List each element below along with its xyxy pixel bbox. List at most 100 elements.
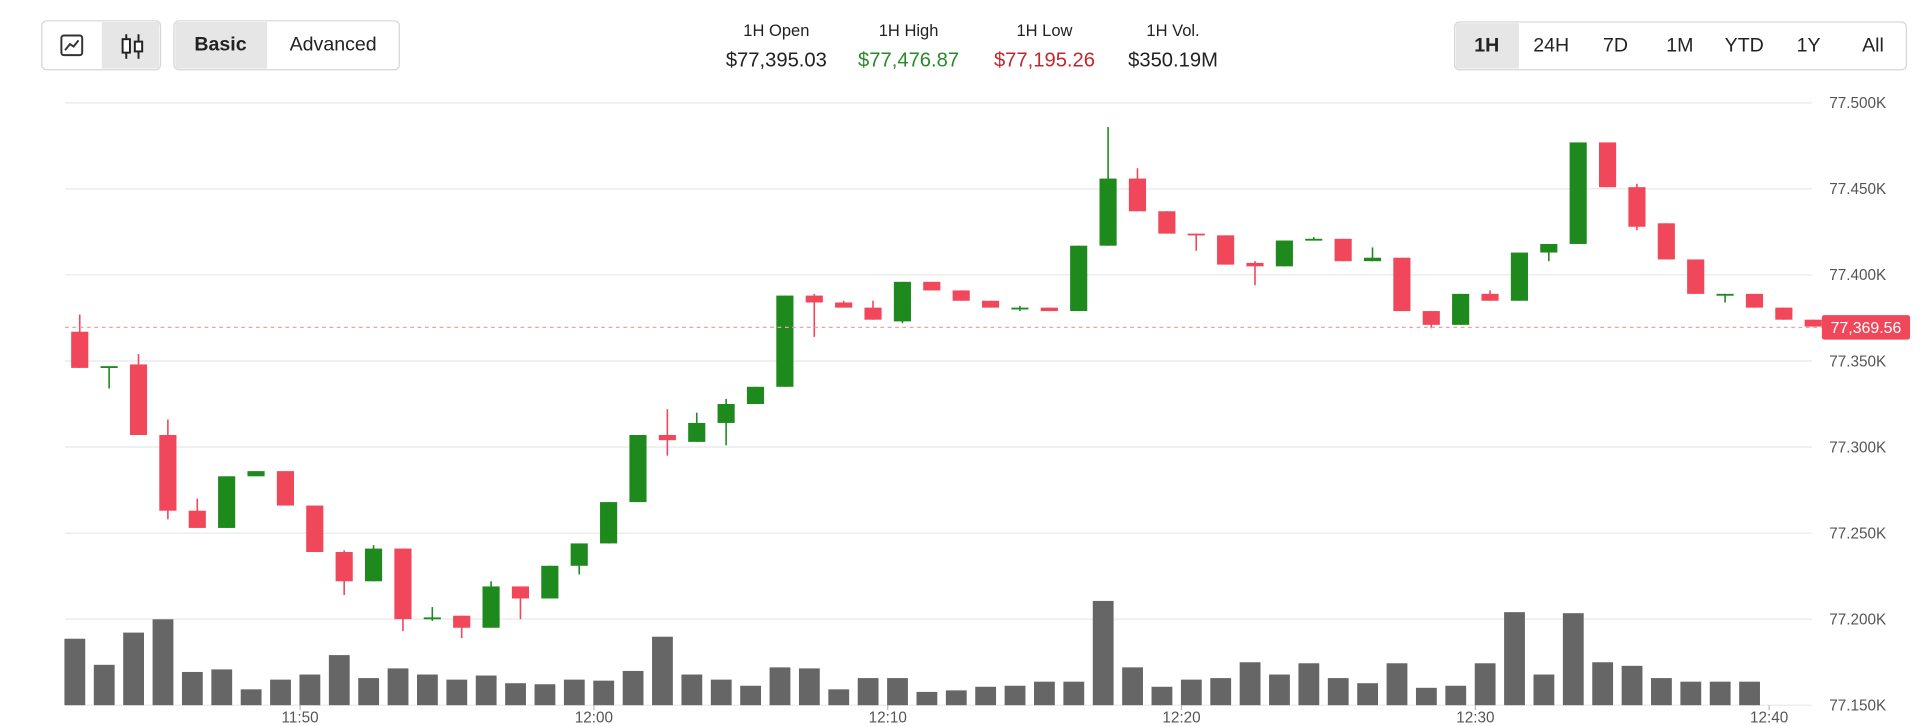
volume-bar (1239, 662, 1261, 706)
y-tick-label: 77.150K (1829, 697, 1887, 714)
candle-body (923, 281, 941, 291)
volume-bar (64, 638, 86, 706)
candle-body (423, 617, 441, 620)
y-tick-label: 77.500K (1829, 95, 1887, 112)
volume-bar (593, 680, 615, 706)
candle-body (188, 510, 206, 528)
candle-body (1422, 311, 1440, 325)
volume-bar (1562, 613, 1584, 706)
range-button[interactable]: All (1862, 35, 1884, 57)
x-tick-label: 11:50 (282, 710, 319, 726)
volume-bar (916, 691, 938, 706)
candle-body (482, 586, 500, 628)
volume-bar (1357, 683, 1379, 706)
stat-label: 1H Low (1016, 21, 1072, 40)
candle-body (276, 471, 294, 506)
y-tick-label: 77.250K (1829, 525, 1887, 542)
candle-body (1217, 235, 1235, 265)
candle-body (1040, 307, 1058, 312)
range-active (1455, 23, 1519, 69)
volume-bar (1474, 663, 1496, 706)
x-tick-label: 12:20 (1162, 710, 1200, 726)
volume-bar (446, 679, 468, 706)
candle-body (541, 565, 559, 599)
candle-body (746, 386, 765, 405)
volume-bar (181, 671, 203, 706)
candle-body (570, 543, 588, 566)
volume-bar (534, 684, 556, 706)
candle-body (835, 302, 853, 308)
y-tick-label: 77.400K (1829, 267, 1887, 284)
stat-label: 1H High (879, 21, 939, 40)
candle-body (1363, 257, 1382, 262)
range-button[interactable]: 24H (1533, 35, 1569, 57)
candle-body (776, 295, 794, 387)
mode-button[interactable]: Advanced (290, 33, 377, 55)
stat-label: 1H Open (743, 21, 809, 40)
candle-body (1246, 262, 1264, 267)
line-chart-button[interactable] (60, 34, 84, 57)
candle-body (1452, 293, 1470, 325)
candle-body (893, 281, 911, 322)
volume-bar (1592, 662, 1614, 706)
volume-bar (1063, 681, 1085, 706)
range-button[interactable]: 1H (1474, 35, 1499, 57)
volume-bar (622, 670, 644, 706)
candle-body (688, 422, 706, 442)
volume-bar (857, 678, 879, 706)
volume-bar (93, 664, 115, 706)
mode-active (175, 22, 268, 69)
volume-bar (740, 685, 762, 706)
volume-bar (358, 678, 380, 706)
candle-body (1657, 223, 1675, 260)
range-button[interactable]: 1M (1666, 35, 1693, 57)
candle-body (658, 434, 676, 441)
volume-bar (299, 674, 321, 706)
volume-bar (1709, 681, 1731, 706)
candle-body (247, 471, 265, 477)
y-tick-label: 77.350K (1829, 353, 1887, 370)
volume-bar (1533, 674, 1555, 706)
stat-value: $77,195.26 (994, 50, 1095, 72)
range-button[interactable]: YTD (1725, 35, 1764, 57)
volume-bar (1180, 679, 1202, 706)
candle-body (1275, 240, 1293, 267)
volume-bar (975, 686, 997, 706)
volume-bar (1298, 663, 1320, 706)
last-price-tag (1821, 315, 1911, 340)
volume-bar (1445, 685, 1467, 706)
candle-body (1716, 293, 1734, 296)
stats: 1H Open $77,395.03 1H High $77,476.87 1H Low… (726, 21, 1218, 71)
volume-bar (1504, 612, 1525, 706)
candlestick-button[interactable] (121, 34, 144, 59)
candle-body (1393, 257, 1411, 312)
stat-value: $77,395.03 (726, 50, 827, 72)
candle-body (952, 290, 970, 301)
candle-body (717, 404, 735, 423)
volume-bar (1680, 681, 1702, 706)
candle-body (1628, 187, 1646, 227)
candle-body (1011, 307, 1029, 310)
candle-body (1481, 293, 1499, 301)
candle-body (1540, 243, 1558, 253)
volume-bar (1151, 686, 1173, 706)
mode-button[interactable]: Basic (194, 33, 246, 55)
range-button[interactable]: 1Y (1797, 35, 1821, 57)
volume-bar (681, 674, 703, 706)
range-button[interactable]: 7D (1603, 35, 1628, 57)
volume-bar (1034, 681, 1055, 706)
volume-bar (505, 683, 526, 706)
volume-bar (387, 668, 409, 706)
volume-bar (1327, 678, 1349, 706)
volume-bar (652, 636, 673, 706)
volume-bar (563, 679, 585, 706)
volume-bar (1210, 678, 1232, 706)
x-tick-label: 12:40 (1750, 710, 1788, 726)
candle-body (600, 502, 618, 544)
candle-body (335, 552, 353, 582)
volume-bar (270, 679, 291, 706)
volume-bar (1651, 678, 1672, 706)
candle-body (71, 331, 89, 368)
